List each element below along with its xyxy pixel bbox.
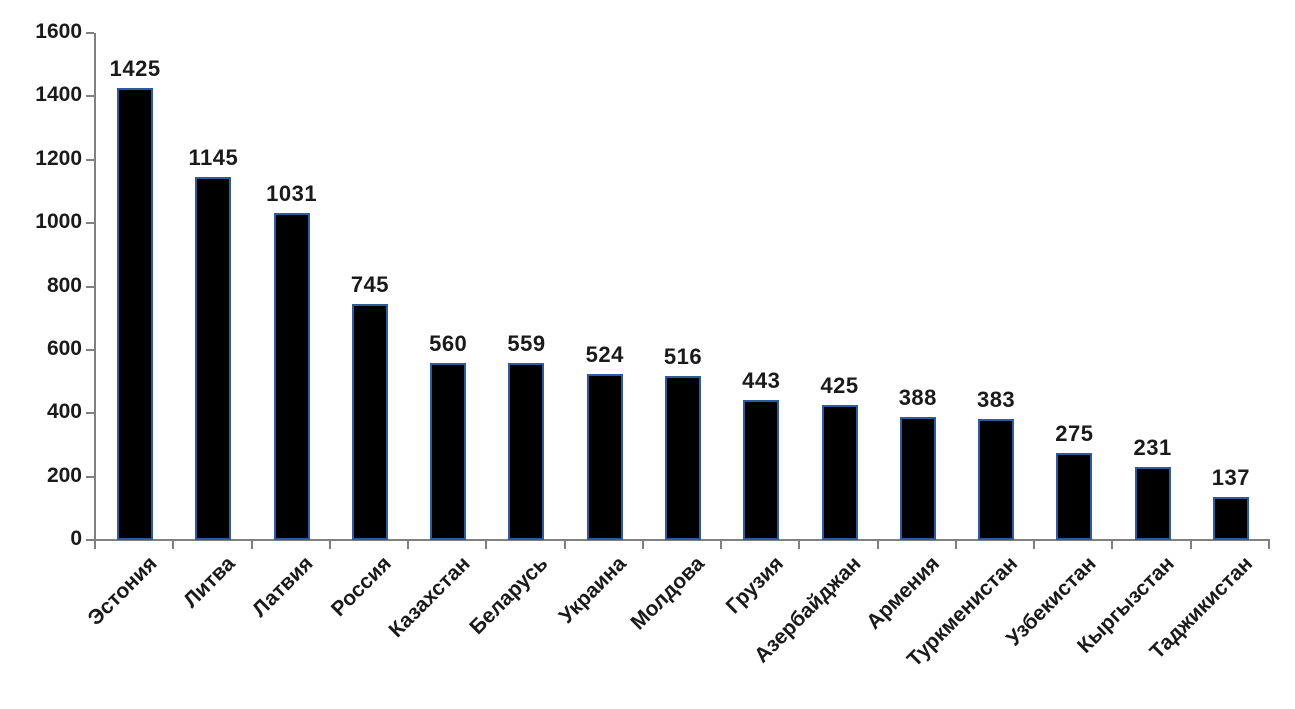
x-tick-mark: [328, 540, 331, 549]
y-axis-tick-label: 1000: [35, 210, 82, 234]
x-tick-mark: [954, 540, 957, 549]
y-axis-tick-label: 1400: [35, 83, 82, 107]
bar-value-label: 745: [350, 271, 390, 297]
x-axis-category-label: Беларусь: [465, 552, 553, 640]
bar: [978, 418, 1015, 540]
bar-value-label: 559: [507, 330, 546, 356]
x-tick-mark: [641, 540, 644, 549]
bar-value-label: 1031: [266, 181, 318, 207]
bar: [743, 399, 780, 540]
y-axis-tick-label: 200: [46, 463, 82, 487]
bar-value-label: 560: [429, 330, 468, 356]
bar-value-label: 137: [1211, 464, 1250, 490]
bar-value-label: 275: [1055, 420, 1094, 446]
x-axis-category-label: Армения: [862, 552, 945, 634]
y-tick-mark: [86, 32, 94, 34]
y-tick-mark: [86, 539, 94, 541]
x-axis-category-label: Грузия: [721, 552, 788, 619]
bar-value-label: 524: [585, 341, 624, 367]
bar: [1212, 496, 1249, 540]
y-tick-mark: [86, 475, 94, 478]
x-tick-mark: [94, 540, 96, 549]
bar: [1056, 452, 1093, 540]
x-tick-mark: [485, 540, 488, 549]
x-axis-category-label: Латвия: [248, 552, 318, 622]
bar-value-label: 231: [1133, 434, 1172, 460]
bar: [665, 376, 701, 540]
bar: [821, 405, 858, 540]
bar: [273, 213, 310, 540]
bar-value-label: 388: [898, 385, 937, 411]
y-tick-mark: [86, 285, 94, 288]
bar-value-label: 383: [976, 386, 1016, 412]
x-tick-mark: [798, 540, 801, 549]
x-axis-line: [94, 539, 1270, 541]
x-tick-mark: [876, 540, 879, 549]
x-axis-category-label: Эстония: [83, 552, 162, 631]
x-tick-mark: [1111, 540, 1114, 549]
bar: [508, 362, 545, 540]
bar-value-label: 425: [820, 373, 859, 399]
x-tick-mark: [563, 540, 566, 549]
bar: [586, 373, 623, 540]
bar-value-label: 1425: [109, 56, 161, 82]
bar: [430, 362, 467, 540]
y-axis-tick-label: 400: [46, 400, 82, 424]
x-tick-mark: [1033, 540, 1036, 549]
bar: [117, 88, 154, 540]
y-axis-line: [94, 33, 96, 540]
bar: [195, 177, 232, 540]
x-axis-category-label: Казахстан: [384, 552, 475, 643]
y-tick-mark: [86, 412, 94, 415]
y-axis-tick-label: 600: [46, 336, 82, 360]
bar-value-label: 516: [663, 344, 703, 370]
bar: [899, 417, 936, 540]
y-tick-mark: [86, 222, 94, 225]
x-tick-mark: [250, 540, 253, 549]
bar-value-label: 443: [742, 367, 781, 393]
bar: [1134, 466, 1171, 540]
x-axis-category-label: Молдова: [626, 552, 710, 635]
bar-value-label: 1145: [188, 145, 239, 171]
y-axis-tick-label: 1200: [35, 146, 82, 170]
bar: [351, 303, 388, 540]
x-axis-category-label: Россия: [327, 552, 397, 621]
x-tick-mark: [407, 540, 410, 549]
y-axis-tick-label: 1600: [35, 20, 82, 43]
y-axis-tick-label: 0: [70, 527, 82, 550]
x-tick-mark: [172, 540, 175, 549]
x-axis-category-label: Литва: [179, 552, 240, 613]
x-axis-category-label: Украина: [554, 552, 631, 629]
y-axis-tick-label: 800: [46, 273, 82, 297]
y-tick-mark: [86, 158, 94, 161]
x-tick-mark: [720, 540, 723, 549]
x-tick-mark: [1268, 540, 1270, 549]
y-tick-mark: [86, 348, 94, 351]
y-tick-mark: [86, 95, 94, 98]
x-tick-mark: [1189, 540, 1192, 549]
